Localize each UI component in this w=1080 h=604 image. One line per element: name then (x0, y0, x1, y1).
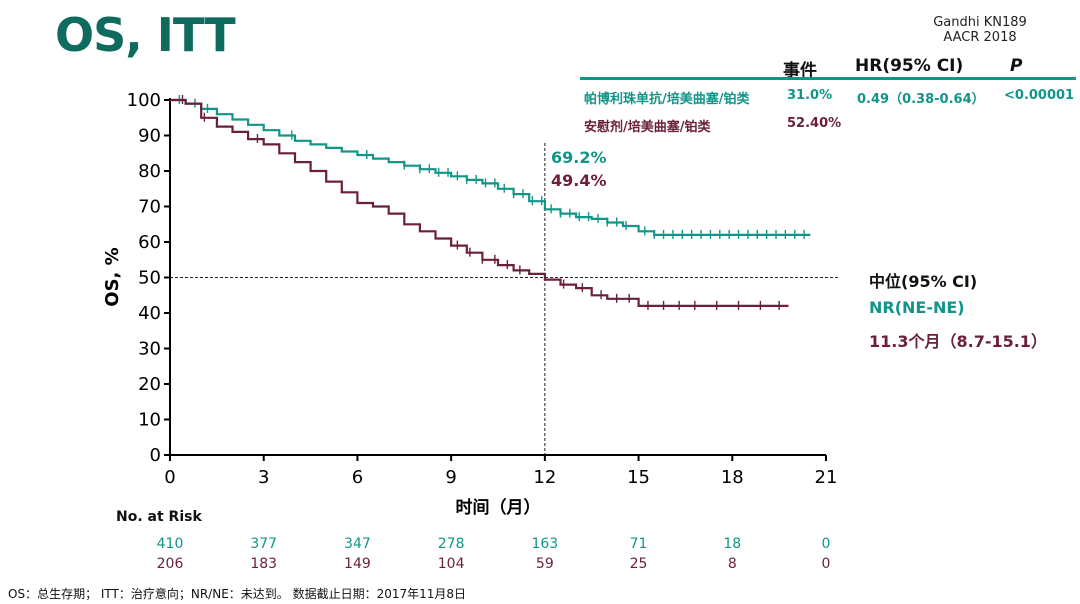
x-tick-label: 3 (258, 467, 269, 488)
risk-count-pembro: 278 (437, 536, 465, 552)
row-placebo-name: 安慰剂/培美曲塞/铂类 (584, 120, 711, 135)
x-tick-label: 9 (445, 467, 456, 488)
risk-count-placebo: 8 (727, 556, 737, 572)
y-tick-label: 40 (138, 303, 161, 324)
risk-count-pembro: 347 (344, 536, 371, 552)
risk-count-pembro: 71 (629, 536, 648, 552)
x-axis-title: 时间（月） (456, 497, 541, 518)
y-tick-label: 60 (138, 232, 161, 253)
source-line-1: Gandhi KN189 (933, 15, 1027, 30)
survival-at-12m-label: 49.4% (551, 171, 607, 190)
y-tick-label: 100 (127, 90, 161, 111)
median-header: 中位(95% CI) (869, 272, 978, 291)
footnote: OS：总生存期； ITT：治疗意向；NR/NE：未达到。 数据截止日期：2017… (8, 587, 467, 601)
row-pembro-events: 31.0% (787, 88, 833, 103)
survival-at-12m-label: 69.2% (551, 148, 607, 167)
y-axis-title: OS, % (102, 247, 123, 306)
risk-count-placebo: 206 (156, 556, 184, 572)
x-tick-label: 12 (533, 467, 556, 488)
x-tick-label: 21 (815, 467, 838, 488)
hr-header: HR(95% CI) (855, 56, 964, 76)
y-tick-label: 50 (138, 268, 161, 289)
risk-count-placebo: 59 (535, 556, 554, 572)
y-tick-label: 80 (138, 161, 161, 182)
x-tick-label: 0 (164, 467, 175, 488)
median-pembro: NR(NE-NE) (869, 298, 965, 317)
y-tick-label: 20 (138, 374, 161, 395)
risk-title: No. at Risk (116, 509, 202, 525)
x-tick-label: 18 (721, 467, 744, 488)
x-tick-label: 6 (352, 467, 363, 488)
row-pembro-hr: 0.49（0.38-0.64） (857, 92, 985, 107)
table-header-divider (580, 77, 1076, 80)
x-tick-label: 15 (627, 467, 650, 488)
y-tick-label: 10 (138, 410, 161, 431)
y-tick-label: 70 (138, 197, 161, 218)
source-line-2: AACR 2018 (943, 30, 1017, 45)
risk-count-placebo: 183 (250, 556, 278, 572)
risk-count-pembro: 0 (821, 536, 831, 552)
risk-count-pembro: 18 (723, 536, 742, 552)
risk-count-pembro: 410 (156, 536, 184, 552)
risk-count-placebo: 0 (821, 556, 831, 572)
km-curve-series-0 (170, 98, 811, 236)
events-header: 事件 (783, 61, 817, 81)
risk-count-placebo: 104 (437, 556, 465, 572)
page-title: OS, ITT (55, 8, 236, 62)
p-header: P (1010, 56, 1023, 76)
row-pembro-name: 帕博利珠单抗/培美曲塞/铂类 (584, 92, 750, 107)
row-placebo-events: 52.40% (787, 116, 842, 131)
km-curve-series-1 (170, 98, 789, 307)
risk-count-placebo: 25 (629, 556, 648, 572)
median-placebo: 11.3个月（8.7-15.1） (869, 332, 1047, 351)
row-pembro-p: <0.00001 (1004, 88, 1075, 103)
y-tick-label: 90 (138, 126, 161, 147)
risk-count-pembro: 377 (250, 536, 278, 552)
risk-count-placebo: 149 (344, 556, 371, 572)
risk-count-pembro: 163 (531, 536, 559, 552)
y-tick-label: 0 (150, 445, 161, 466)
source-citation: Gandhi KN189 AACR 2018 (915, 15, 1045, 45)
y-tick-label: 30 (138, 339, 161, 360)
